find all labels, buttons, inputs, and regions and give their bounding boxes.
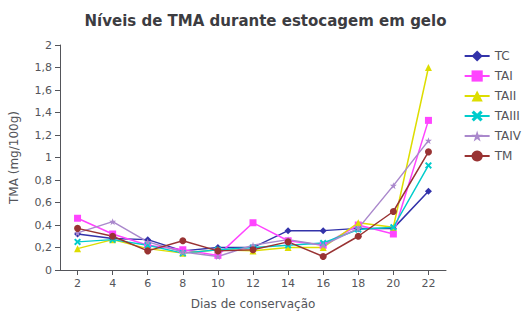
svg-text:1,2: 1,2 (35, 129, 53, 142)
svg-text:0,6: 0,6 (35, 196, 53, 209)
svg-text:TM: TM (494, 149, 513, 163)
svg-text:16: 16 (316, 277, 330, 290)
svg-text:1,6: 1,6 (35, 84, 53, 97)
svg-text:Dias de conservação: Dias de conservação (191, 297, 316, 311)
svg-text:2: 2 (45, 39, 52, 52)
svg-text:22: 22 (421, 277, 435, 290)
svg-text:18: 18 (351, 277, 365, 290)
svg-text:TAI: TAI (494, 69, 513, 83)
svg-text:Níveis de TMA durante estocage: Níveis de TMA durante estocagem em gelo (85, 12, 447, 30)
svg-text:1: 1 (45, 151, 52, 164)
svg-text:0,2: 0,2 (35, 241, 53, 254)
svg-text:TAIV: TAIV (494, 129, 522, 143)
svg-text:8: 8 (179, 277, 186, 290)
svg-text:0,8: 0,8 (35, 174, 53, 187)
svg-text:14: 14 (281, 277, 295, 290)
svg-text:1,8: 1,8 (35, 61, 53, 74)
svg-text:12: 12 (246, 277, 260, 290)
svg-text:2: 2 (74, 277, 81, 290)
svg-text:0: 0 (45, 264, 52, 277)
svg-text:4: 4 (109, 277, 116, 290)
svg-text:TC: TC (494, 49, 510, 63)
svg-text:10: 10 (211, 277, 225, 290)
svg-text:1,4: 1,4 (35, 106, 53, 119)
svg-text:20: 20 (386, 277, 400, 290)
svg-text:TAIII: TAIII (494, 109, 520, 123)
svg-text:TAII: TAII (494, 89, 517, 103)
svg-text:TMA (mg/100g): TMA (mg/100g) (7, 111, 21, 205)
svg-text:6: 6 (144, 277, 151, 290)
svg-text:0,4: 0,4 (35, 219, 53, 232)
